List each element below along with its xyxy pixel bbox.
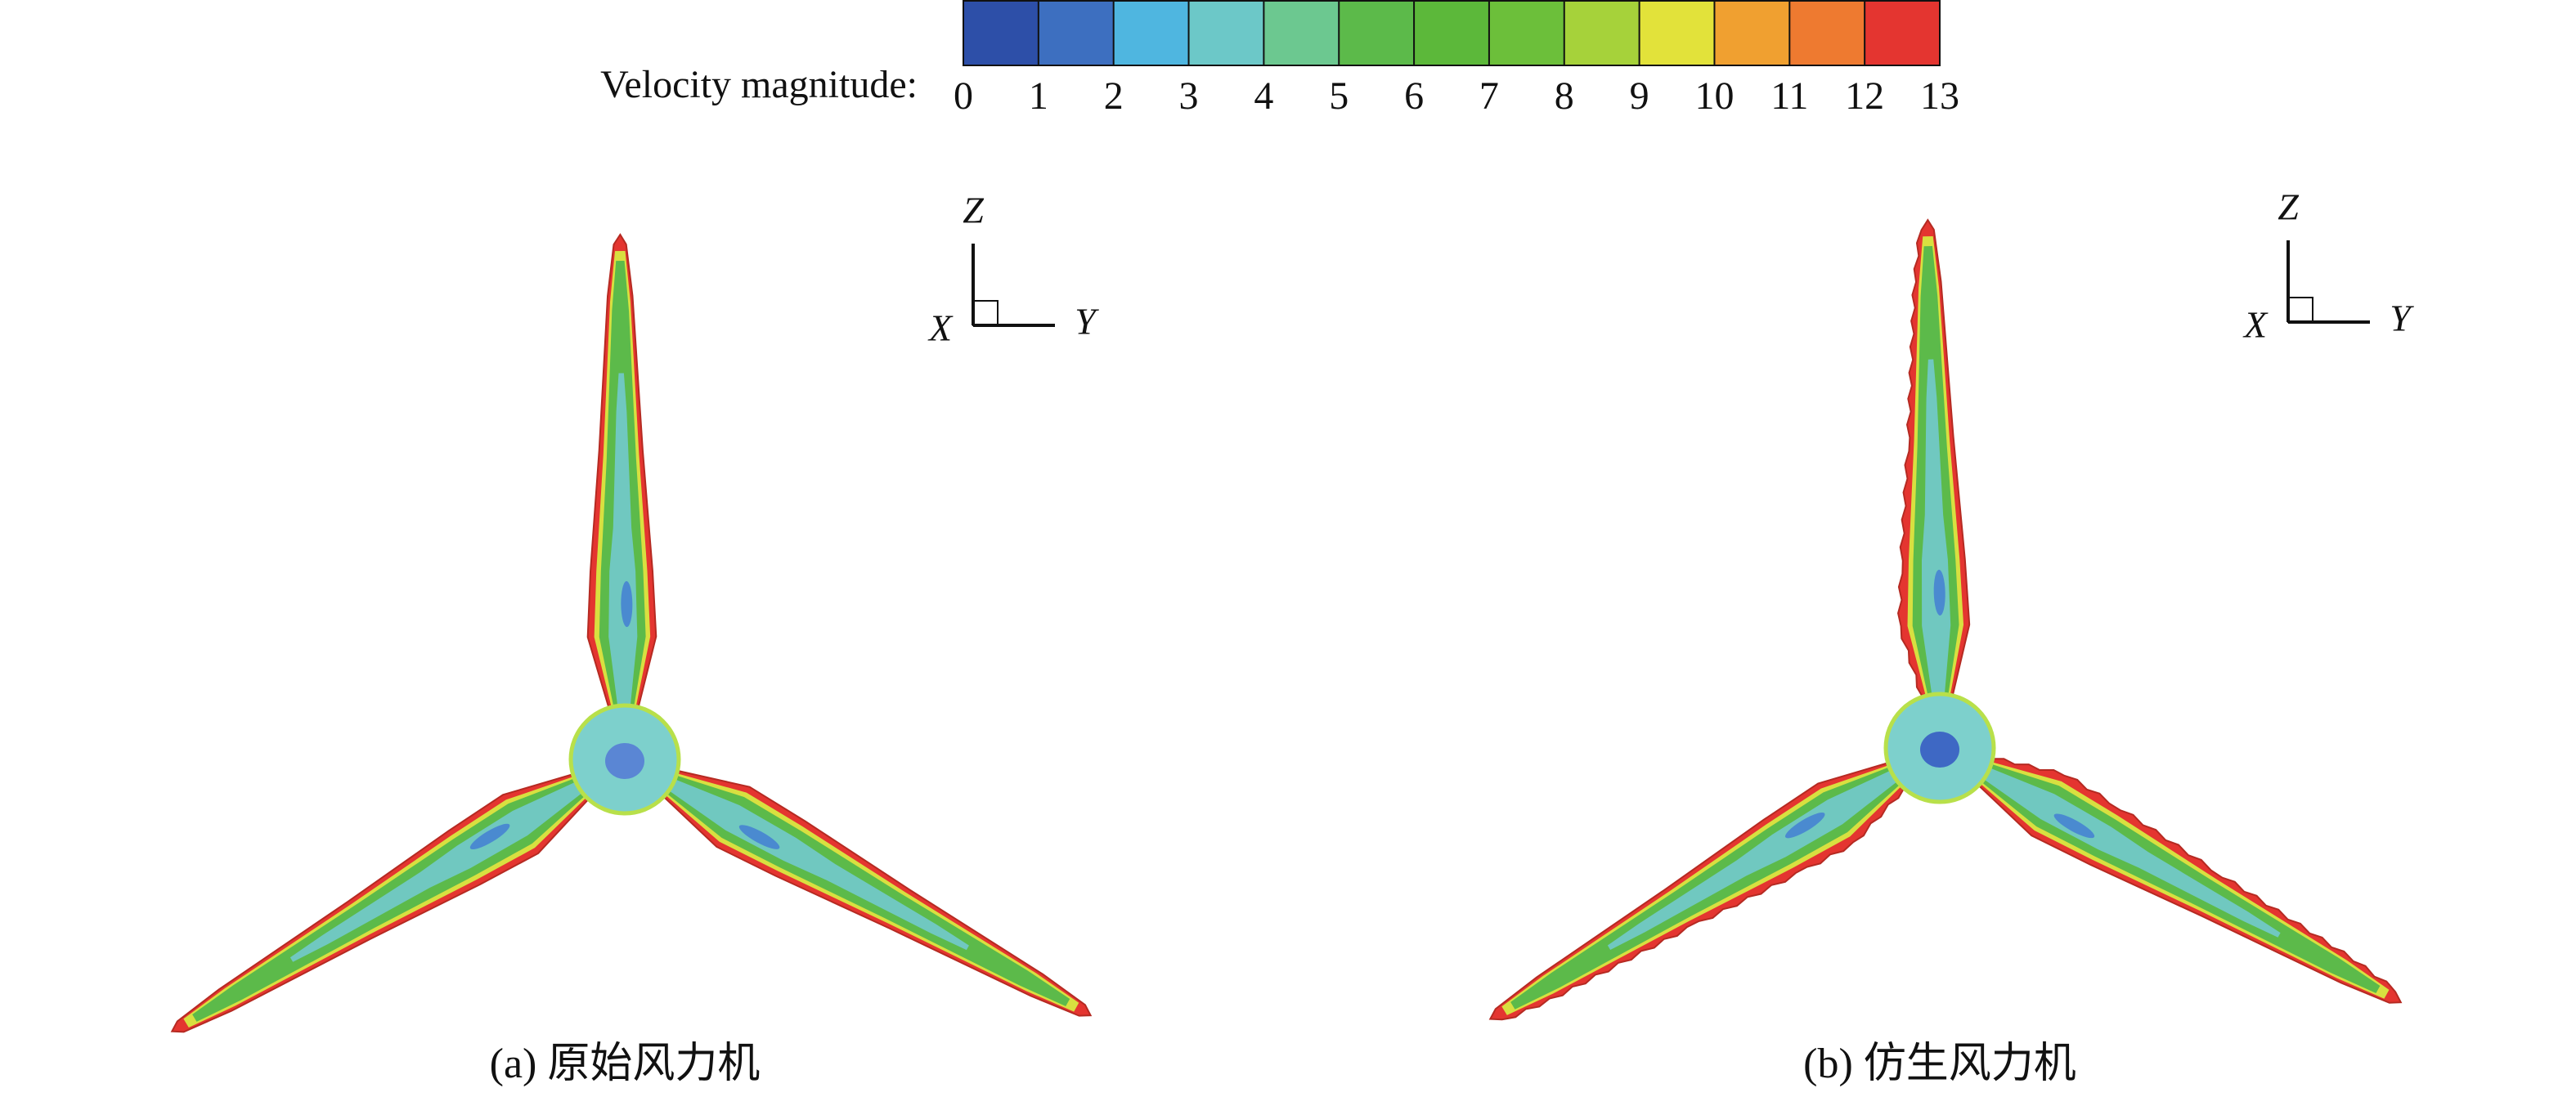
colorbar-tick-label: 5 [1329, 74, 1349, 118]
colorbar-tick-label: 3 [1179, 74, 1199, 118]
colorbar-tick-label: 13 [1920, 74, 1959, 118]
blade [1897, 218, 1971, 701]
blade-inner [1607, 768, 1901, 950]
blade-inner [1921, 359, 1951, 700]
hub-core [1920, 732, 1959, 768]
axis-y-label: Y [1075, 301, 1099, 343]
colorbar-band [1339, 0, 1415, 65]
axis-x [2287, 297, 2313, 323]
axis-z-label: Z [963, 190, 984, 231]
hub-core [605, 743, 644, 779]
axis-x [972, 300, 999, 326]
colorbar-tick-label: 0 [954, 74, 973, 118]
colorbar-band [963, 0, 1039, 65]
colorbar-band [1188, 0, 1264, 65]
colorbar-tick-label: 12 [1845, 74, 1884, 118]
blade [1488, 760, 1907, 1021]
caption: (a) 原始风力机 [490, 1041, 761, 1087]
blade-inner [608, 373, 638, 711]
colorbar-tick-label: 1 [1029, 74, 1048, 118]
colorbar-tick-label: 10 [1694, 74, 1734, 118]
blade-low [738, 825, 780, 849]
colorbar: 0 1 2 3 4 5 6 7 8 9 10 11 12 13 [954, 0, 1959, 118]
colorbar-band [1113, 0, 1189, 65]
blade-low [469, 823, 510, 850]
blade-low [1784, 813, 1825, 839]
turbine: Z X Y (a) 原始风力机 [170, 190, 1099, 1087]
colorbar-tick-label: 11 [1770, 74, 1808, 118]
colorbar-band [1789, 0, 1865, 65]
blade [586, 233, 657, 712]
caption: (b) 仿生风力机 [1803, 1041, 2076, 1087]
colorbar-tick-label: 7 [1479, 74, 1499, 118]
colorbar-tick-label: 4 [1254, 74, 1273, 118]
colorbar-frame [963, 0, 1941, 66]
colorbar-band [1263, 0, 1340, 65]
colorbar-tick-label: 8 [1555, 74, 1574, 118]
colorbar-band [1564, 0, 1640, 65]
colorbar-band [1714, 0, 1790, 65]
blade [660, 768, 1093, 1017]
blade-low [2053, 813, 2095, 839]
colorbar-tick-label: 2 [1104, 74, 1124, 118]
blade-inner [289, 780, 586, 962]
axis-z-label: Z [2278, 186, 2299, 228]
blade-low [1933, 569, 1945, 616]
colorbar-band [1488, 0, 1564, 65]
axis-x-label: X [2242, 304, 2269, 346]
colorbar-label: Velocity magnitude: [600, 63, 918, 106]
blade [1975, 758, 2403, 1004]
blade [170, 772, 592, 1033]
panels: Z X Y (a) 原始风力机 Z X Y (b) 仿生风力机 [170, 186, 2414, 1087]
blade-inner [665, 777, 969, 951]
colorbar-tick-label: 9 [1630, 74, 1649, 118]
colorbar-band [1414, 0, 1489, 65]
turbine: Z X Y (b) 仿生风力机 [1488, 186, 2414, 1087]
colorbar-band [1038, 0, 1114, 65]
colorbar-tick-label: 6 [1404, 74, 1424, 118]
blade-low [621, 580, 633, 627]
colorbar-band [1639, 0, 1715, 65]
axis-y-label: Y [2390, 298, 2414, 339]
blade-inner [1980, 766, 2281, 938]
axis-x-label: X [927, 307, 954, 349]
colorbar-band [1865, 0, 1940, 65]
